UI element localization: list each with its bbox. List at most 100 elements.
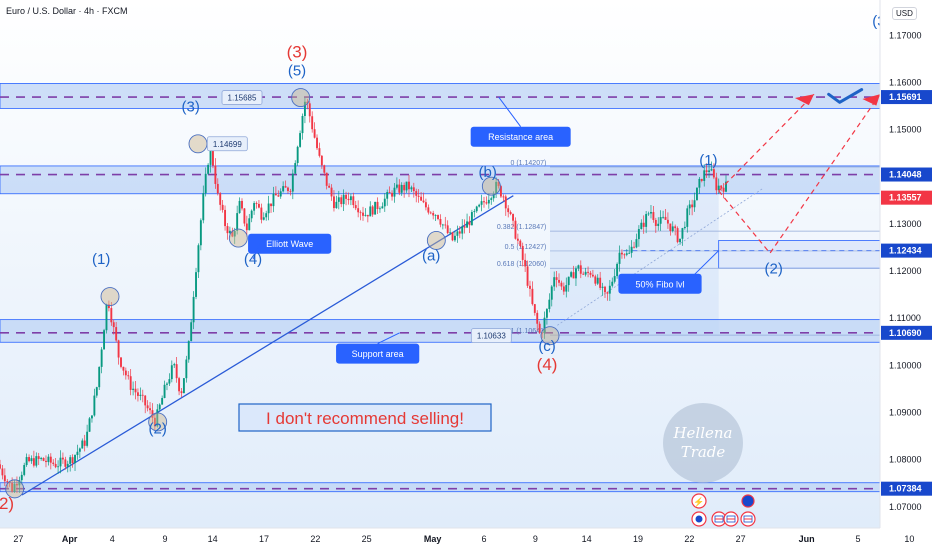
fib-label-2: 0.5 (1.12427) [505, 244, 547, 251]
candle [313, 122, 316, 139]
candle [95, 386, 98, 398]
candle [156, 404, 159, 428]
price-tick-4: 1.12000 [889, 266, 922, 276]
candle [613, 269, 616, 284]
price-tick-1: 1.16000 [889, 78, 922, 88]
candle [516, 233, 519, 245]
candle-body [202, 193, 205, 221]
candle-body [565, 285, 568, 292]
candle-body [420, 196, 423, 201]
candle [388, 186, 391, 193]
candle [241, 198, 243, 211]
price-tag-box-0 [881, 90, 932, 105]
candle-body [696, 187, 698, 201]
pivot-markers [5, 88, 560, 499]
price-callout-text-2: 1.10633 [477, 332, 506, 341]
candle [420, 192, 423, 201]
candle-body [23, 465, 26, 475]
candle-body [545, 309, 548, 318]
candle [3, 468, 6, 486]
candle-body [378, 208, 381, 210]
projection-scenario-a [718, 93, 815, 192]
candle-body [253, 203, 256, 211]
candle [509, 210, 512, 216]
candle-body [659, 217, 662, 224]
price-tag-2: 1.13557 [889, 193, 922, 203]
candle [410, 185, 413, 193]
candle [650, 204, 652, 219]
candle [173, 362, 176, 369]
candle-body [282, 186, 285, 192]
time-tick-12: 19 [633, 534, 643, 544]
candle [146, 400, 149, 412]
currency-badge[interactable]: USD [892, 7, 917, 20]
time-tick-13: 22 [684, 534, 694, 544]
candle [620, 249, 623, 259]
candle-body [570, 272, 573, 277]
candle [502, 194, 505, 202]
candle [405, 181, 408, 193]
candle-body [115, 327, 118, 341]
zone-band-3 [0, 482, 881, 493]
candle [669, 223, 672, 236]
candle [245, 215, 248, 237]
candle-body [657, 223, 660, 226]
candle-body [192, 296, 195, 323]
candle-body [429, 212, 432, 214]
pivot-circle-3 [188, 134, 208, 154]
candle [262, 212, 265, 221]
candle [255, 201, 258, 209]
candle [437, 214, 439, 221]
event-icons[interactable]: ⚡ [691, 493, 756, 527]
candle-body [262, 217, 265, 220]
candle [596, 274, 599, 286]
price-axis[interactable]: 1.17000 1.16000 1.15000 1.13000 1.12000 1.110… [881, 30, 932, 512]
zones [0, 83, 881, 493]
candle [630, 240, 633, 258]
time-tick-2: 4 [110, 534, 115, 544]
candle-body [32, 458, 35, 466]
candle-body [241, 200, 243, 209]
candle-body [374, 201, 377, 215]
event-dot-icon [741, 494, 755, 508]
candle-body [267, 203, 270, 214]
candle-body [265, 213, 268, 218]
candle-body [129, 376, 132, 390]
candle-body [708, 170, 711, 172]
candle-body [470, 212, 473, 226]
candle [439, 214, 442, 228]
candle-body [320, 155, 323, 166]
callout-text-3: 50% Fibo lvl [635, 279, 684, 289]
candle-body [478, 204, 481, 207]
candle [15, 476, 18, 494]
candle [199, 218, 202, 251]
candle [207, 163, 210, 175]
candle [548, 293, 551, 313]
watermark-circle [663, 403, 743, 483]
candle-body [57, 466, 60, 468]
candle-body [575, 268, 577, 279]
candle-body [712, 169, 715, 178]
candle-body [369, 206, 372, 217]
candle [584, 267, 587, 277]
candle [107, 300, 110, 312]
candle-body [725, 181, 727, 192]
candle-body [417, 195, 420, 197]
candle [71, 454, 74, 468]
candle [647, 211, 650, 216]
time-tick-14: 27 [736, 534, 746, 544]
candle [478, 203, 481, 208]
candle [550, 285, 553, 307]
pivot-circle-2 [148, 412, 168, 432]
candle [524, 253, 527, 272]
candle-body [277, 195, 280, 197]
time-axis[interactable]: 27 Apr 4 9 14 17 22 25 May 6 9 14 19 22 27 Jun 5 10 [13, 534, 914, 544]
candle-body [362, 212, 364, 216]
candle-body [560, 282, 563, 287]
candle-body [669, 223, 672, 232]
time-tick-6: 22 [310, 534, 320, 544]
candle-body [618, 252, 621, 264]
candle [565, 277, 568, 298]
